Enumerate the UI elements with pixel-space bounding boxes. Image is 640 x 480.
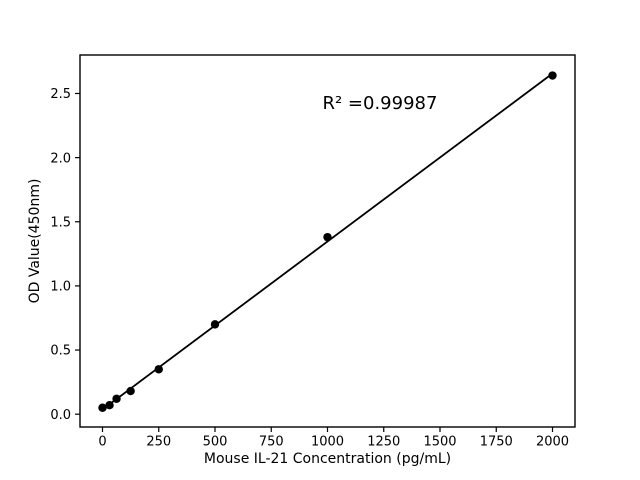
x-tick-label: 250 (146, 435, 171, 450)
data-point (126, 386, 135, 396)
x-axis-label: Mouse IL-21 Concentration (pg/mL) (204, 451, 451, 467)
data-point (112, 394, 121, 403)
x-tick-label: 1250 (367, 435, 400, 450)
y-axis-label: OD Value(450nm) (27, 179, 43, 304)
y-tick-label: 1.0 (50, 280, 71, 295)
data-point (105, 400, 114, 410)
data-point (98, 403, 107, 412)
x-tick-label: 1750 (480, 435, 513, 450)
y-tick-label: 0.0 (50, 408, 71, 423)
fit-line (101, 72, 554, 411)
data-point (154, 365, 163, 374)
data-point (323, 232, 332, 242)
x-tick-label: 2000 (536, 435, 569, 450)
x-tick-label: 1500 (423, 435, 456, 450)
x-tick-label: 750 (259, 435, 284, 450)
y-tick-label: 2.5 (50, 87, 71, 102)
x-tick-label: 500 (203, 435, 228, 450)
plot-frame (79, 54, 576, 428)
data-point (210, 320, 220, 329)
x-tick-label: 1000 (311, 435, 344, 450)
r-squared-annotation: R² =0.99987 (322, 93, 437, 114)
x-tick-label: 0 (98, 435, 106, 450)
y-tick-label: 1.5 (50, 215, 71, 230)
data-point (548, 71, 557, 80)
y-tick-label: 0.5 (50, 344, 71, 359)
y-tick-label: 2.0 (50, 151, 71, 166)
